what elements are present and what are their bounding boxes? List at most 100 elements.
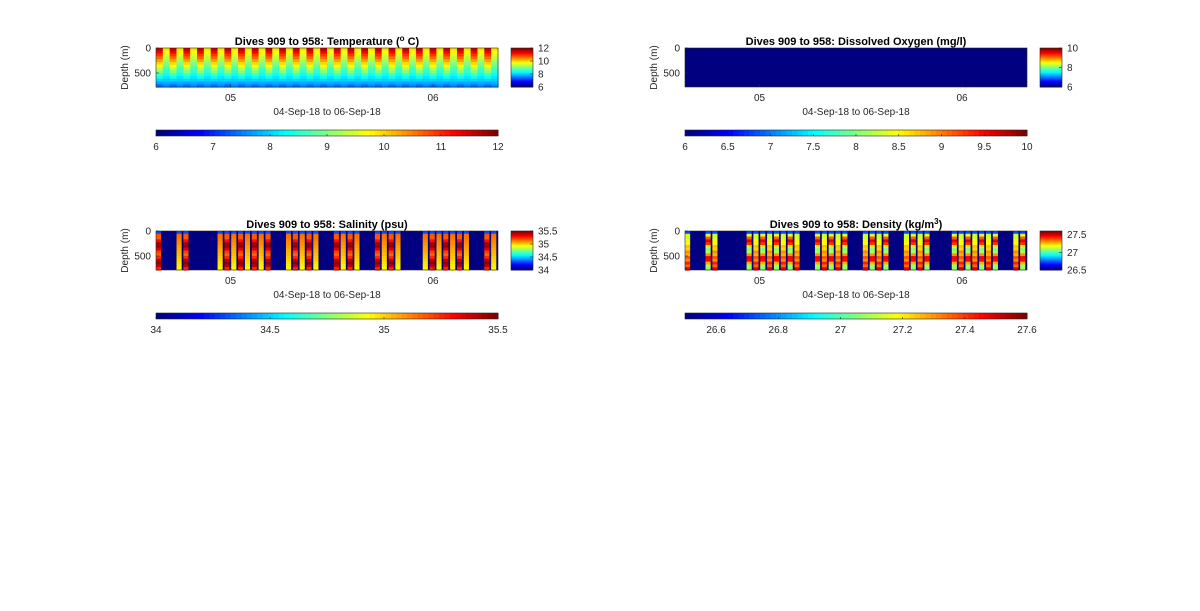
- heat-cell: [224, 256, 230, 260]
- heat-cell: [306, 242, 312, 246]
- colorbar-segment: [781, 130, 788, 136]
- heat-cell: [484, 253, 490, 257]
- colorbar-segment: [1040, 60, 1062, 63]
- heat-cell: [381, 244, 387, 249]
- colorbar-segment: [786, 313, 793, 319]
- heat-cell: [313, 253, 319, 257]
- heat-cell: [814, 231, 821, 235]
- colorbar-segment: [236, 130, 242, 136]
- colorbar-tick-label: 34.5: [260, 325, 280, 336]
- heat-cell: [395, 75, 403, 80]
- heat-cell: [251, 239, 257, 243]
- heat-cell: [415, 75, 424, 80]
- heat-cell: [409, 61, 417, 66]
- heat-cell: [477, 70, 485, 74]
- colorbar-segment: [476, 313, 483, 319]
- heat-cell: [169, 73, 178, 77]
- heat-cell: [685, 247, 691, 252]
- colorbar-segment: [717, 313, 723, 319]
- heat-cell: [333, 73, 342, 77]
- heat-cell: [910, 247, 916, 252]
- heat-cell: [374, 239, 381, 243]
- heat-cell: [327, 50, 335, 55]
- heat-cell: [862, 233, 868, 238]
- heat-cell: [409, 73, 417, 77]
- heat-cell: [794, 231, 800, 235]
- heat-cell: [231, 75, 239, 80]
- heat-cell: [450, 244, 456, 249]
- heat-cell: [753, 264, 759, 268]
- heat-cell: [169, 61, 178, 66]
- heat-cell: [217, 253, 223, 257]
- heat-cell: [258, 56, 267, 60]
- heat-cell: [402, 56, 410, 60]
- heat-cell: [456, 59, 465, 63]
- heat-cell: [279, 75, 287, 80]
- colorbar-segment: [396, 313, 403, 319]
- heat-cell: [992, 233, 998, 238]
- heat-cell: [463, 236, 469, 240]
- colorbar-segment: [433, 130, 440, 136]
- heat-cell: [924, 250, 930, 254]
- colorbar-tick-label: 26.5: [1067, 266, 1087, 277]
- heat-cell: [951, 247, 957, 252]
- heat-cell: [354, 53, 362, 57]
- colorbar-segment: [511, 255, 533, 257]
- heat-cell: [313, 231, 319, 235]
- colorbar-segment: [511, 73, 533, 75]
- heat-cell: [456, 233, 463, 238]
- heat-cell: [965, 244, 971, 249]
- heat-cell: [306, 53, 314, 57]
- colorbar-segment: [511, 68, 533, 70]
- heat-cell: [299, 53, 308, 57]
- colorbar-segment: [1040, 81, 1062, 83]
- heat-cell: [862, 239, 868, 243]
- heat-cell: [374, 233, 381, 238]
- heat-cell: [862, 236, 868, 240]
- heat-cell: [169, 48, 178, 52]
- heat-cell: [327, 53, 335, 57]
- heat-cell: [903, 239, 910, 243]
- colorbar-segment: [989, 130, 996, 136]
- heat-cell: [313, 73, 321, 77]
- heat-cell: [381, 231, 387, 235]
- heat-cell: [231, 242, 237, 246]
- colorbar-segment: [701, 130, 707, 136]
- heat-cell: [862, 267, 868, 271]
- heat-cell: [463, 239, 469, 243]
- heat-cell: [422, 253, 428, 257]
- heat-cell: [299, 250, 305, 254]
- heat-cell: [903, 236, 910, 240]
- colorbar-segment: [717, 130, 723, 136]
- heat-cell: [169, 67, 178, 71]
- colorbar-tick-label: 11: [436, 142, 447, 153]
- heat-cell: [787, 233, 793, 238]
- heat-cell: [760, 267, 766, 271]
- heat-cell: [883, 231, 889, 235]
- colorbar-segment: [172, 313, 178, 319]
- heat-cell: [685, 253, 691, 257]
- heat-cell: [354, 253, 360, 257]
- heat-cell: [422, 50, 431, 55]
- heat-cell: [924, 244, 930, 249]
- colorbar-segment: [337, 130, 344, 136]
- heat-cell: [361, 61, 369, 66]
- heat-cell: [463, 261, 469, 266]
- heat-cell: [992, 231, 998, 235]
- heat-cell: [992, 244, 998, 249]
- colorbar-segment: [316, 313, 323, 319]
- heat-cell: [422, 247, 428, 252]
- heat-cell: [491, 61, 499, 66]
- heat-cell: [183, 233, 189, 238]
- heat-cell: [402, 53, 410, 57]
- heat-cell: [292, 78, 301, 83]
- heat-cell: [272, 75, 280, 80]
- heat-cell: [354, 75, 362, 80]
- heat-cell: [395, 242, 401, 246]
- heat-cell: [231, 258, 237, 263]
- heat-cell: [265, 242, 271, 246]
- heat-cell: [450, 59, 458, 63]
- heat-cell: [183, 84, 191, 88]
- colorbar-segment: [1040, 260, 1062, 262]
- heat-cell: [985, 233, 992, 238]
